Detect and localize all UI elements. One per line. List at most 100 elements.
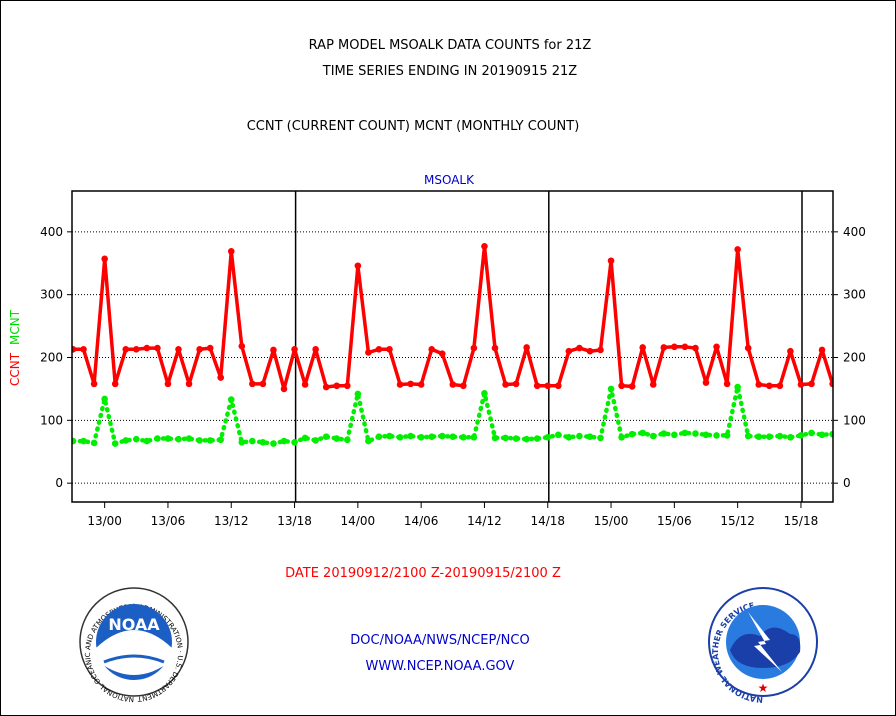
data-point-mcnt [270, 440, 277, 447]
chart-header-line3: CCNT (CURRENT COUNT) MCNT (MONTHLY COUNT… [246, 119, 580, 134]
data-point-mcnt [280, 437, 288, 445]
data-point-mcnt [766, 433, 773, 440]
data-point-ccnt [829, 380, 833, 388]
data-point-mcnt [417, 433, 425, 441]
data-point-ccnt [428, 346, 436, 353]
plot-area-border [71, 190, 834, 503]
x-tick-label: 14/06 [404, 514, 439, 528]
data-point-mcnt [671, 431, 678, 439]
org-label: DOC/NOAA/NWS/NCEP/NCO [350, 633, 530, 648]
x-tick-label: 13/12 [214, 514, 249, 528]
data-point-mcnt [829, 430, 833, 438]
data-point-ccnt [154, 344, 161, 352]
data-point-ccnt [438, 350, 446, 358]
data-point-mcnt [185, 435, 193, 442]
x-tick-label: 15/06 [657, 514, 692, 528]
series-line-ccnt [73, 244, 833, 391]
data-point-mcnt [143, 437, 151, 445]
data-point-mcnt [702, 431, 710, 439]
data-point-mcnt [723, 432, 731, 439]
data-point-mcnt [354, 390, 362, 398]
data-point-ccnt [280, 385, 288, 393]
data-point-mcnt [249, 437, 256, 445]
y-axis-label-mcnt: MCNT [8, 309, 22, 345]
data-point-mcnt [217, 436, 224, 444]
data-point-mcnt [428, 433, 436, 440]
data-point-mcnt [90, 439, 98, 447]
data-point-ccnt [143, 344, 151, 352]
data-point-mcnt [460, 433, 467, 441]
data-point-ccnt [111, 380, 119, 388]
data-point-mcnt [365, 437, 372, 445]
data-point-ccnt [238, 342, 246, 350]
data-point-ccnt [175, 346, 182, 353]
data-point-mcnt [544, 433, 552, 441]
data-point-ccnt [533, 382, 541, 390]
data-point-mcnt [692, 430, 699, 437]
chart-header-line1: RAP MODEL MSOALK DATA COUNTS for 21Z [308, 38, 592, 53]
chart-header-line2: TIME SERIES ENDING IN 20190915 21Z [322, 64, 578, 79]
y-tick-label-right: 0 [843, 476, 851, 490]
data-point-ccnt [649, 381, 657, 388]
data-point-mcnt [396, 433, 404, 441]
data-point-ccnt [90, 380, 98, 388]
y-tick-label-right: 300 [843, 288, 866, 302]
data-point-mcnt [797, 432, 805, 439]
x-tick-label: 15/00 [594, 514, 629, 528]
data-point-mcnt [565, 433, 573, 441]
x-tick-label: 15/12 [720, 514, 755, 528]
x-tick-label: 14/00 [341, 514, 376, 528]
data-point-ccnt [818, 346, 826, 354]
data-point-ccnt [322, 383, 330, 391]
y-axis-label-ccnt: CCNT [8, 352, 22, 386]
data-point-mcnt [502, 434, 509, 442]
data-point-mcnt [407, 432, 414, 440]
data-point-mcnt [438, 432, 446, 440]
data-point-mcnt [597, 434, 604, 442]
data-point-ccnt [365, 349, 372, 356]
data-point-mcnt [576, 432, 583, 440]
data-point-mcnt [227, 396, 235, 403]
data-point-mcnt [301, 434, 309, 442]
data-point-mcnt [164, 435, 172, 442]
data-point-ccnt [249, 380, 256, 388]
y-tick-label-right: 100 [843, 413, 866, 427]
data-point-mcnt [322, 433, 330, 440]
data-point-mcnt [628, 430, 636, 438]
data-point-ccnt [449, 381, 457, 388]
data-point-mcnt [639, 429, 646, 437]
data-point-mcnt [122, 437, 130, 444]
data-point-mcnt [133, 435, 140, 443]
data-point-ccnt [787, 347, 794, 355]
x-tick-label: 13/06 [151, 514, 186, 528]
data-point-ccnt [512, 380, 520, 388]
y-tick-label-left: 300 [40, 288, 63, 302]
data-point-ccnt [618, 382, 625, 390]
data-point-mcnt [80, 437, 87, 445]
data-point-ccnt [80, 346, 87, 353]
data-point-mcnt [206, 437, 214, 444]
data-point-mcnt [312, 437, 319, 444]
y-tick-label-left: 0 [55, 476, 63, 490]
data-point-mcnt [491, 434, 499, 442]
data-point-ccnt [196, 346, 203, 353]
data-point-mcnt [607, 385, 615, 393]
data-point-ccnt [713, 343, 720, 351]
series-ccnt [72, 242, 833, 393]
data-point-ccnt [354, 262, 362, 270]
data-point-ccnt [417, 381, 425, 388]
data-point-ccnt [639, 344, 646, 351]
data-point-ccnt [523, 344, 530, 351]
data-point-ccnt [270, 346, 277, 354]
data-point-mcnt [470, 433, 478, 441]
y-tick-label-left: 400 [40, 225, 63, 239]
data-point-ccnt [312, 346, 319, 353]
data-point-mcnt [449, 433, 457, 440]
data-point-ccnt [291, 346, 298, 353]
data-point-mcnt [111, 440, 119, 447]
data-point-ccnt [502, 381, 509, 388]
data-point-ccnt [491, 344, 499, 352]
data-point-ccnt [185, 380, 193, 388]
data-point-mcnt [175, 435, 182, 443]
